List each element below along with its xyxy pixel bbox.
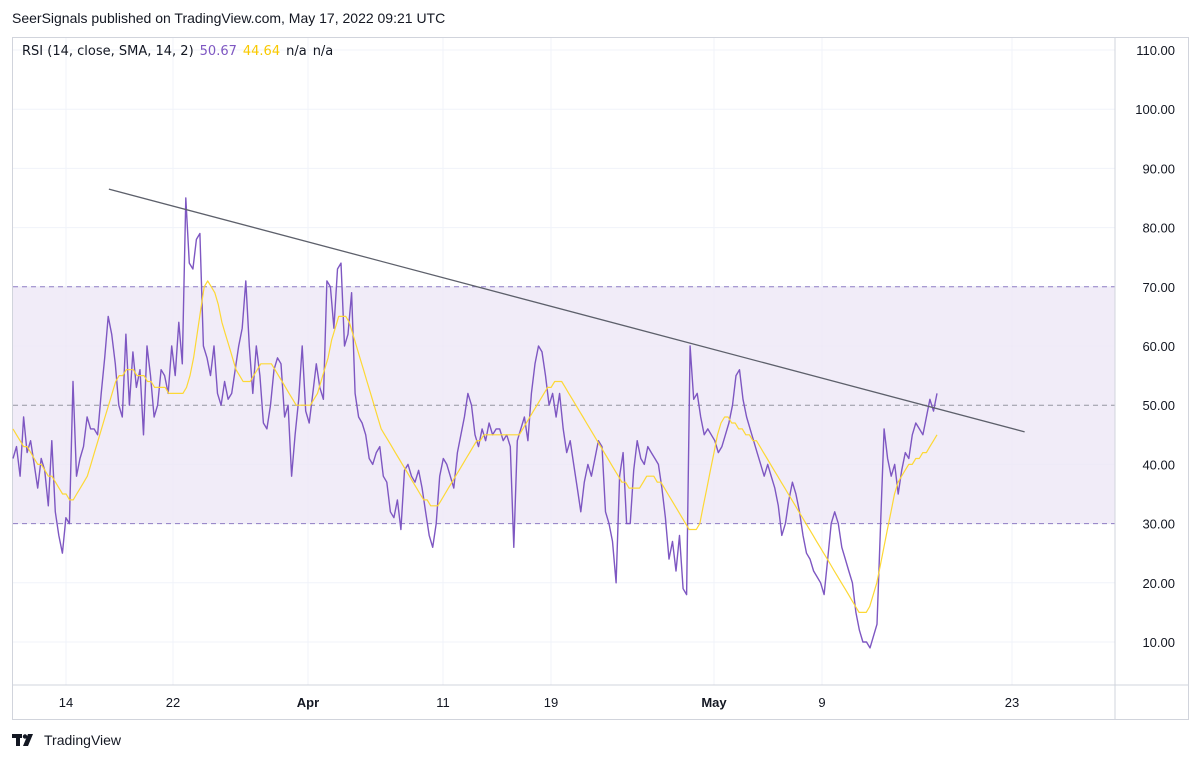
chart-frame: [12, 37, 1189, 720]
y-tick-label-6: 70.00: [1142, 280, 1175, 295]
x-tick-label-4: 19: [544, 695, 558, 710]
y-tick-label-1: 20.00: [1142, 576, 1175, 591]
x-tick-label-3: 11: [436, 695, 450, 710]
na-value-1: n/a: [286, 44, 307, 59]
y-tick-label-3: 40.00: [1142, 457, 1175, 472]
y-tick-label-10: 110.00: [1136, 43, 1175, 58]
y-tick-label-0: 10.00: [1142, 635, 1175, 650]
x-tick-label-1: 22: [166, 695, 180, 710]
y-tick-label-8: 90.00: [1142, 161, 1175, 176]
rsi-value: 50.67: [199, 44, 237, 59]
y-tick-label-5: 60.00: [1142, 339, 1175, 354]
trendline: [108, 188, 1025, 433]
publisher-header: SeerSignals published on TradingView.com…: [12, 10, 446, 26]
tradingview-brand: TradingView: [44, 732, 122, 748]
y-tick-label-9: 100.00: [1135, 102, 1175, 117]
tradingview-logo-icon: [12, 734, 33, 746]
indicator-legend[interactable]: RSI (14, close, SMA, 14, 2) 50.67 44.64 n/a…: [22, 44, 333, 59]
x-tick-label-2: Apr: [297, 695, 319, 710]
y-tick-label-7: 80.00: [1142, 221, 1175, 236]
na-value-2: n/a: [312, 44, 334, 59]
rsi-series-line: [12, 197, 938, 649]
x-tick-label-6: 9: [818, 695, 825, 710]
y-tick-label-2: 30.00: [1142, 517, 1175, 532]
x-tick-label-7: 23: [1005, 695, 1019, 710]
x-tick-label-0: 14: [59, 695, 73, 710]
x-tick-label-5: May: [701, 695, 727, 710]
y-tick-label-4: 50.00: [1142, 398, 1175, 413]
indicator-name: RSI (14, close, SMA, 14, 2): [22, 44, 194, 59]
tradingview-logo[interactable]: TradingView: [12, 732, 121, 748]
sma-value: 44.64: [242, 44, 281, 59]
sma-series-line: [12, 280, 938, 614]
